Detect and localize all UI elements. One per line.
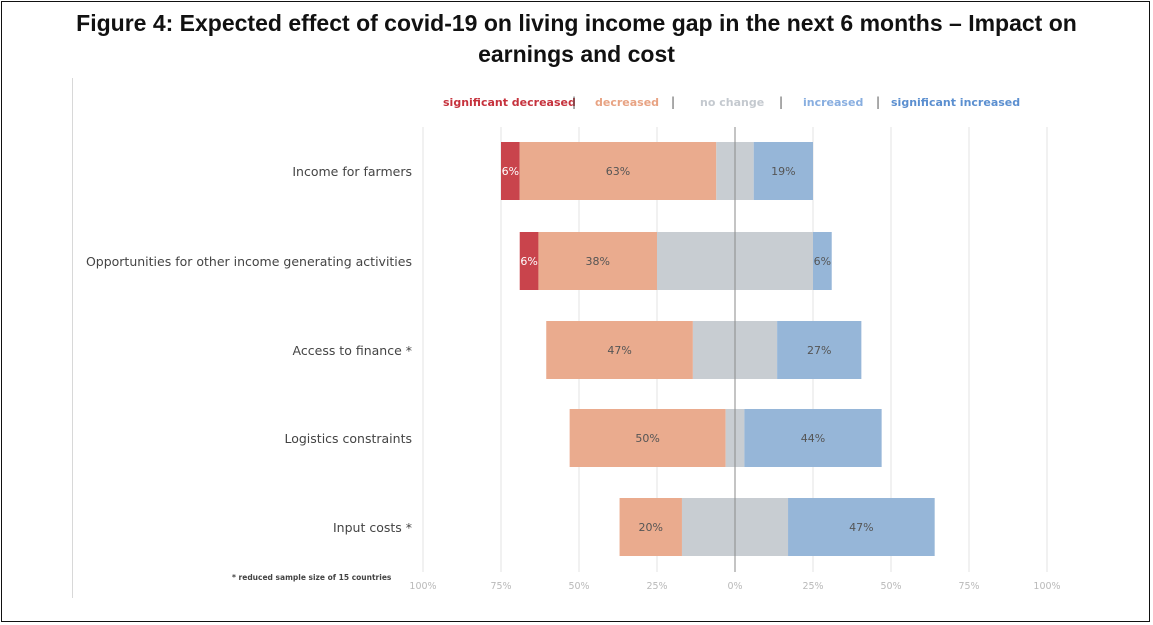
data-label: 6% [502,165,519,178]
bar-segment-increased [753,142,813,200]
data-label: 44% [801,432,825,445]
data-label: 19% [771,165,795,178]
left-divider [72,78,73,598]
data-label: 63% [606,165,630,178]
data-label: 47% [607,344,631,357]
legend-significant-decreased: significant decreased [443,96,576,109]
data-label: 6% [520,255,537,268]
legend-separator: | [671,95,676,109]
category-label-logistics-constraints: Logistics constraints [284,431,412,446]
data-label: 50% [635,432,659,445]
category-label-input-costs: Input costs * [332,520,412,535]
bar-segment-decreased [546,321,693,379]
bar-segment-increased [744,409,882,467]
legend-separator: | [779,95,784,109]
bar-segment-significant-decreased [519,232,539,290]
legend-increased: increased [803,96,864,109]
bar-segment-increased [777,321,862,379]
x-tick-label: 25% [646,581,667,592]
x-tick-label: 100% [409,581,436,592]
bar-segment-increased [788,498,935,556]
x-tick-label: 100% [1033,581,1060,592]
category-label-access-to-finance: Access to finance * [292,343,412,358]
category-label-income-for-farmers: Income for farmers [292,164,412,179]
data-label: 27% [807,344,831,357]
data-label: 38% [585,255,609,268]
legend-separator: | [572,95,577,109]
x-tick-label: 50% [880,581,901,592]
bar-segment-decreased [619,498,682,556]
chart-title-line-1: Figure 4: Expected effect of covid-19 on… [76,10,1077,36]
x-tick-label: 75% [958,581,979,592]
legend-decreased: decreased [595,96,660,109]
chart-title-line-2: earnings and cost [478,41,675,67]
x-tick-label: 50% [568,581,589,592]
legend-significant-increased: significant increased [891,96,1021,109]
x-tick-label: 25% [802,581,823,592]
x-tick-label: 75% [490,581,511,592]
chart-title: Figure 4: Expected effect of covid-19 on… [0,8,1153,70]
legend-no-change: no change [700,96,765,109]
bar-segment-increased [813,232,832,290]
bar-segment-decreased [569,409,726,467]
bar-segment-decreased [519,142,717,200]
bar-segment-significant-decreased [501,142,520,200]
data-label: 20% [639,521,663,534]
category-label-other-income-opportunities: Opportunities for other income generatin… [85,254,412,269]
data-label: 47% [849,521,873,534]
bar-segment-decreased [538,232,657,290]
legend-separator: | [876,95,881,109]
sample-size-note: * reduced sample size of 15 countries [232,573,392,582]
x-tick-label: 0% [727,581,742,592]
data-label: 6% [814,255,831,268]
